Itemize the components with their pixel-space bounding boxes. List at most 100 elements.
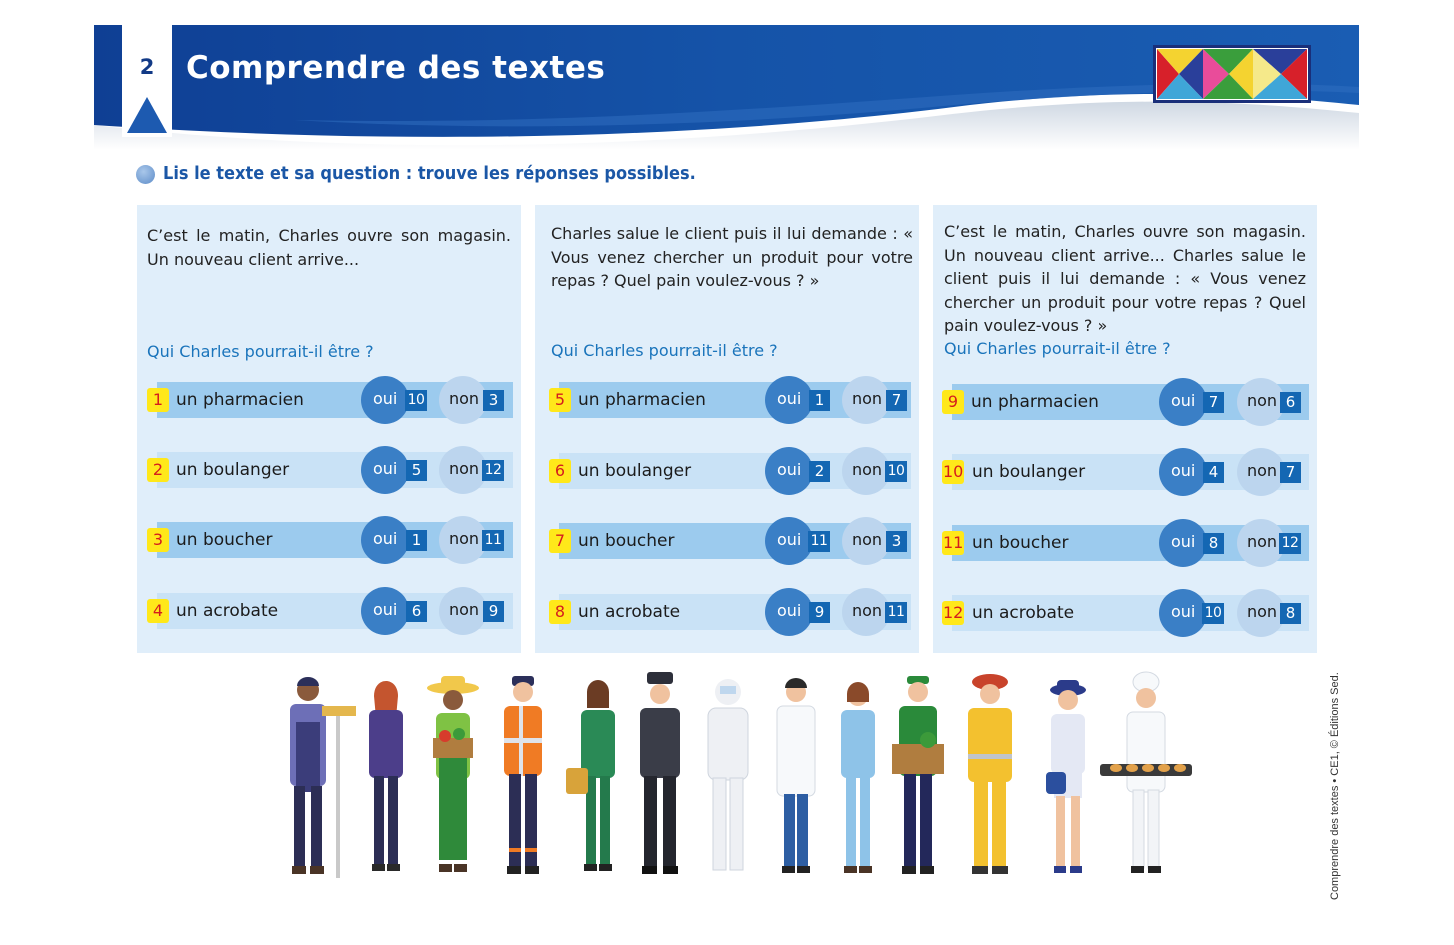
oui-goto-number: 10 xyxy=(405,390,427,411)
header-banner xyxy=(94,25,1359,150)
oui-button[interactable]: oui xyxy=(765,588,813,636)
non-button[interactable]: non xyxy=(439,446,487,494)
instruction-text: Lis le texte et sa question : trouve les… xyxy=(163,163,696,184)
step-number: 6 xyxy=(549,459,571,483)
step-number: 3 xyxy=(147,528,169,552)
triangles-logo-icon xyxy=(1153,45,1311,103)
oui-goto-number: 5 xyxy=(406,460,427,481)
oui-goto-number: 11 xyxy=(808,531,830,552)
oui-button[interactable]: oui xyxy=(361,516,409,564)
oui-goto-number: 9 xyxy=(809,602,830,623)
non-goto-number: 12 xyxy=(482,460,504,481)
answer-row: 1 un pharmacien oui 10 non 3 xyxy=(147,376,513,424)
answer-row: 5 un pharmacien oui 1 non 7 xyxy=(549,376,911,424)
non-goto-number: 3 xyxy=(483,390,504,411)
non-button[interactable]: non xyxy=(842,517,890,565)
oui-goto-number: 10 xyxy=(1202,603,1224,624)
step-number: 8 xyxy=(549,600,571,624)
oui-button[interactable]: oui xyxy=(765,517,813,565)
step-number: 10 xyxy=(942,460,965,484)
oui-goto-number: 8 xyxy=(1203,533,1224,554)
step-number: 4 xyxy=(147,599,169,623)
oui-button[interactable]: oui xyxy=(765,447,813,495)
card-text: Charles salue le client puis il lui dema… xyxy=(551,224,913,290)
non-goto-number: 11 xyxy=(885,602,907,623)
non-goto-number: 6 xyxy=(1280,392,1301,413)
card-text: C’est le matin, Charles ouvre son magasi… xyxy=(147,226,511,269)
answer-label: un pharmacien xyxy=(176,390,304,410)
oui-goto-number: 2 xyxy=(809,461,830,482)
answer-row: 3 un boucher oui 1 non 11 xyxy=(147,516,513,564)
answer-label: un boucher xyxy=(578,531,675,551)
answer-label: un acrobate xyxy=(176,601,279,621)
non-button[interactable]: non xyxy=(439,587,487,635)
answer-label: un pharmacien xyxy=(971,392,1099,412)
oui-button[interactable]: oui xyxy=(1159,519,1207,567)
answer-row: 7 un boucher oui 11 non 3 xyxy=(549,517,911,565)
non-button[interactable]: non xyxy=(842,376,890,424)
copyright-notice: Comprendre des textes • CE1, © Éditions … xyxy=(1329,672,1341,900)
header-wave xyxy=(94,25,1359,150)
non-button[interactable]: non xyxy=(1237,519,1285,567)
answer-label: un pharmacien xyxy=(578,390,706,410)
oui-goto-number: 1 xyxy=(809,390,830,411)
card-question: Qui Charles pourrait-il être ? xyxy=(944,339,1171,358)
oui-goto-number: 1 xyxy=(406,530,427,551)
answer-row: 10 un boulanger oui 4 non 7 xyxy=(942,448,1309,496)
non-button[interactable]: non xyxy=(842,447,890,495)
oui-goto-number: 7 xyxy=(1203,392,1224,413)
step-number: 5 xyxy=(549,388,571,412)
answer-label: un boulanger xyxy=(972,462,1086,482)
step-number: 11 xyxy=(942,531,965,555)
answer-row: 8 un acrobate oui 9 non 11 xyxy=(549,588,911,636)
page-title: Comprendre des textes xyxy=(186,50,606,86)
card-question: Qui Charles pourrait-il être ? xyxy=(551,341,778,360)
non-button[interactable]: non xyxy=(1237,378,1285,426)
non-goto-number: 9 xyxy=(483,601,504,622)
step-number: 12 xyxy=(942,601,965,625)
step-number: 7 xyxy=(549,529,571,553)
answer-row: 2 un boulanger oui 5 non 12 xyxy=(147,446,513,494)
non-button[interactable]: non xyxy=(1237,448,1285,496)
oui-button[interactable]: oui xyxy=(1159,589,1207,637)
oui-goto-number: 6 xyxy=(406,601,427,622)
oui-button[interactable]: oui xyxy=(361,587,409,635)
text-card-2: Charles salue le client puis il lui dema… xyxy=(535,205,919,653)
text-card-1: C’est le matin, Charles ouvre son magasi… xyxy=(137,205,521,653)
oui-button[interactable]: oui xyxy=(765,376,813,424)
answer-row: 11 un boucher oui 8 non 12 xyxy=(942,519,1309,567)
non-goto-number: 10 xyxy=(885,461,907,482)
people-figures xyxy=(290,671,1192,878)
non-goto-number: 7 xyxy=(1280,462,1301,483)
oui-button[interactable]: oui xyxy=(361,376,409,424)
step-number: 1 xyxy=(147,388,169,412)
oui-button[interactable]: oui xyxy=(1159,448,1207,496)
text-card-3: C’est le matin, Charles ouvre son magasi… xyxy=(933,205,1317,653)
step-number: 2 xyxy=(147,458,169,482)
non-button[interactable]: non xyxy=(439,376,487,424)
answer-row: 6 un boulanger oui 2 non 10 xyxy=(549,447,911,495)
card-text: C’est le matin, Charles ouvre son magasi… xyxy=(944,222,1306,335)
answer-label: un acrobate xyxy=(972,603,1075,623)
answer-row: 12 un acrobate oui 10 non 8 xyxy=(942,589,1309,637)
answer-row: 9 un pharmacien oui 7 non 6 xyxy=(942,378,1309,426)
answer-label: un boucher xyxy=(972,533,1069,553)
non-goto-number: 8 xyxy=(1280,603,1301,624)
answer-label: un boulanger xyxy=(176,460,290,480)
answer-label: un boucher xyxy=(176,530,273,550)
non-button[interactable]: non xyxy=(439,516,487,564)
oui-goto-number: 4 xyxy=(1203,462,1224,483)
non-goto-number: 3 xyxy=(886,531,907,552)
non-goto-number: 7 xyxy=(886,390,907,411)
professions-crowd-illustration xyxy=(290,671,1192,878)
oui-button[interactable]: oui xyxy=(361,446,409,494)
answer-label: un acrobate xyxy=(578,602,681,622)
non-button[interactable]: non xyxy=(1237,589,1285,637)
non-goto-number: 11 xyxy=(482,530,504,551)
non-button[interactable]: non xyxy=(842,588,890,636)
non-goto-number: 12 xyxy=(1279,533,1301,554)
card-question: Qui Charles pourrait-il être ? xyxy=(147,342,374,361)
chapter-number: 2 xyxy=(139,55,155,79)
triangle-icon xyxy=(127,97,167,133)
oui-button[interactable]: oui xyxy=(1159,378,1207,426)
